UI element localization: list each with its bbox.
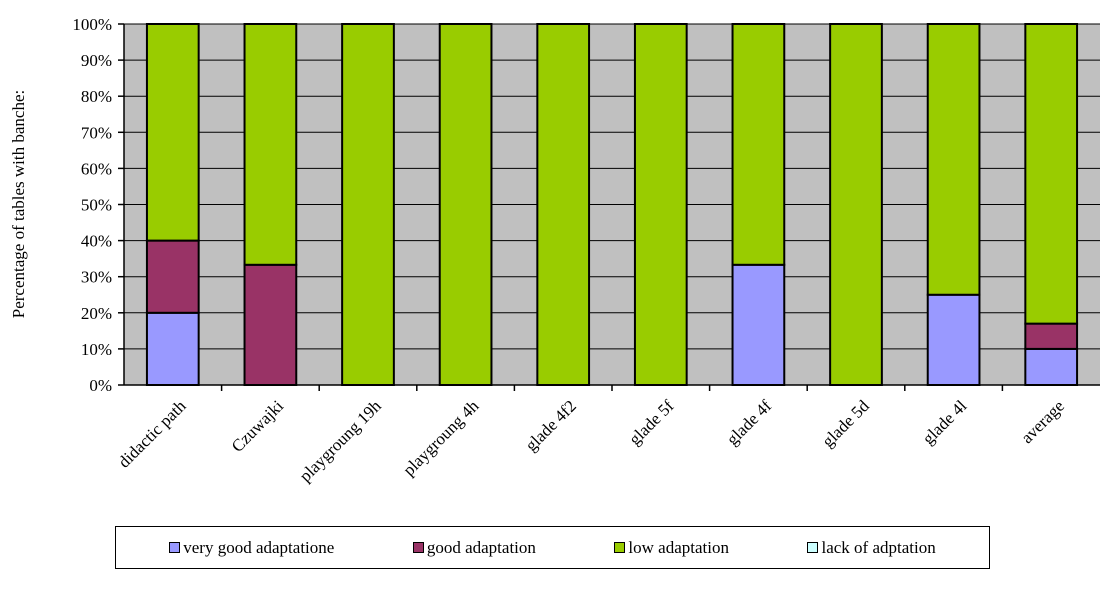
bar-segment [829, 23, 883, 386]
legend-label: good adaptation [426, 537, 536, 557]
y-tick-label: 60% [81, 159, 112, 178]
bar-segment [1024, 347, 1079, 386]
bar-segment [926, 293, 981, 386]
legend-swatch [614, 542, 626, 553]
x-tick-label: glade 4l [919, 396, 971, 448]
bar-segment [1024, 23, 1079, 325]
bar-segment [243, 263, 298, 386]
legend-swatch [169, 542, 181, 553]
x-axis-ticks: didactic path Czuwajki playgroung 19h playg… [114, 385, 1068, 486]
y-axis-ticks: 0% 10% 20% 30% 40% 50% 60% 70% 80% 90% 100% [72, 15, 124, 395]
x-tick-label: glade 4f [723, 396, 776, 449]
x-tick-label: glade 4f2 [522, 396, 581, 455]
legend-swatch [412, 542, 424, 553]
bar-segment [1024, 322, 1079, 350]
bar-segment [731, 263, 786, 386]
x-tick-label: didactic path [114, 396, 190, 472]
x-tick-label: playgroung 19h [296, 396, 386, 486]
bar-segment [438, 23, 493, 386]
bar-segment [731, 23, 786, 266]
y-tick-label: 10% [81, 340, 112, 359]
x-tick-label: glade 5d [818, 396, 873, 451]
legend-item-very-good: very good adaptatione [169, 538, 334, 558]
y-tick-label: 80% [81, 87, 112, 106]
y-tick-label: 100% [72, 15, 112, 34]
legend-item-low: low adaptation [614, 538, 729, 558]
bars [145, 23, 1079, 386]
legend-label: lack of adptation [821, 537, 936, 557]
legend: very good adaptatione good adaptation lo… [115, 526, 990, 569]
legend-item-lack: lack of adptation [807, 537, 936, 558]
bar-segment [341, 23, 395, 386]
bar-segment [243, 23, 298, 266]
legend-label: very good adaptatione [183, 537, 335, 557]
x-tick-label: glade 5f [625, 396, 678, 449]
y-tick-label: 90% [81, 51, 112, 70]
bar-segment [145, 239, 200, 314]
bar-segment [145, 311, 200, 386]
legend-swatch [807, 542, 819, 553]
x-tick-label: Czuwajki [228, 396, 288, 456]
y-tick-label: 0% [89, 376, 112, 395]
y-tick-label: 70% [81, 123, 112, 142]
x-tick-label: average [1017, 396, 1068, 447]
y-tick-label: 50% [81, 196, 112, 215]
legend-label: low adaptation [628, 537, 729, 557]
legend-item-good: good adaptation [412, 537, 536, 558]
y-tick-label: 20% [81, 304, 112, 323]
y-axis-label: Percentage of tables with banche: [9, 90, 28, 318]
bar-segment [536, 23, 591, 386]
bar-segment [633, 23, 688, 386]
bar-segment [926, 23, 981, 296]
y-tick-label: 30% [81, 268, 112, 287]
y-tick-label: 40% [81, 232, 112, 251]
x-tick-label: playgroung 4h [399, 396, 483, 480]
bar-segment [145, 23, 200, 242]
